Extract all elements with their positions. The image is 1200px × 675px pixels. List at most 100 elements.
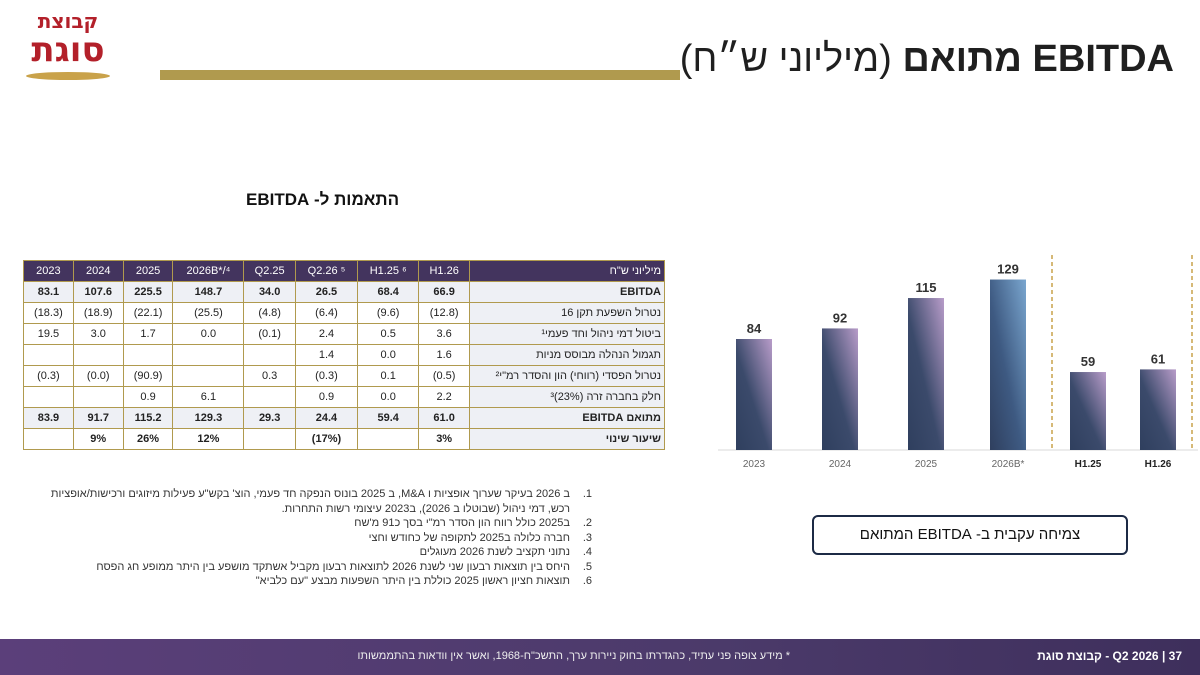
title-accent-bar: [160, 70, 680, 80]
row-label-header: מיליוני ש"ח: [469, 260, 665, 282]
table-cell: [243, 344, 296, 366]
table-cell: [172, 344, 245, 366]
table-cell: (12.8): [418, 302, 470, 324]
table-cell: 0.5: [357, 323, 420, 345]
table-cell: 6.1: [172, 386, 245, 408]
table-cell: (0.3): [23, 365, 74, 387]
table-cell: [172, 365, 245, 387]
footnote-text: נתוני תקציב לשנת 2026 מעוגלים: [419, 546, 570, 558]
table-cell: 34.0: [243, 281, 296, 303]
footnote: 5. היחס בין תוצאות רבעון שני לשנת 2026 לת…: [32, 560, 592, 575]
col-header: H1.25 ⁶: [357, 260, 420, 282]
title-main: EBITDA מתואם: [902, 38, 1174, 80]
col-header: 2026B*/⁴: [172, 260, 245, 282]
table-cell: (25.5): [172, 302, 245, 324]
table-row: 0.9 6.1 0.9 0.0 2.2 חלק בחברה זרה (23%)³: [23, 386, 665, 408]
footnote-text: תוצאות חציון ראשון 2025 כוללת בין היתר ה…: [255, 575, 570, 587]
table-cell: 129.3: [172, 407, 245, 429]
table-cell: [243, 428, 296, 450]
table-cell: (6.4): [294, 302, 359, 324]
bar-2024: [822, 328, 858, 450]
data-label: 59: [1081, 354, 1095, 369]
table-cell: 148.7: [172, 281, 245, 303]
table-cell: 83.9: [23, 407, 74, 429]
table-cell: (17%): [294, 428, 359, 450]
table-cell: (22.1): [122, 302, 174, 324]
footnote: 4. נתוני תקציב לשנת 2026 מעוגלים: [32, 545, 592, 560]
page-title: EBITDA מתואם (מיליוני ש״ח): [680, 38, 1174, 81]
data-label: 115: [916, 280, 937, 295]
bar-h126: [1140, 369, 1176, 450]
row-label: שיעור שינוי: [469, 428, 665, 450]
table-cell: 0.0: [357, 344, 420, 366]
table-cell: 3.6: [418, 323, 470, 345]
growth-callout: צמיחה עקבית ב- EBITDA המתואם: [812, 515, 1128, 555]
footnote-text: חברה כלולה ב2025 לתקופה של כחודש וחצי: [368, 531, 570, 544]
x-tick-label: 2023: [743, 459, 766, 470]
company-logo: קבוצת סוגת: [14, 10, 122, 84]
footnote-number: 4.: [582, 546, 592, 558]
table-cell: 0.0: [357, 386, 420, 408]
table-cell: 225.5: [122, 281, 174, 303]
table-cell: [23, 428, 74, 450]
table-cell: (0.1): [243, 323, 296, 345]
table-cell: (9.6): [357, 302, 420, 324]
table-cell: [357, 428, 420, 450]
col-header: Q2.25: [243, 260, 296, 282]
table-cell: 1.4: [294, 344, 359, 366]
ebitda-reconciliation-table: 2023 2024 2025 2026B*/⁴ Q2.25 Q2.26 ⁵ H1…: [23, 260, 665, 450]
row-label: EBITDA: [469, 281, 665, 303]
footnote-number: 1.: [582, 488, 592, 500]
table-cell: 26%: [122, 428, 174, 450]
footnote: 6. תוצאות חציון ראשון 2025 כוללת בין היתר…: [32, 574, 592, 589]
table-row: (18.3) (18.9) (22.1) (25.5) (4.8) (6.4) …: [23, 302, 665, 324]
footnote-text: ב2025 כולל רווח הון הסדר רמ"י בסך כ91 מ'…: [354, 517, 570, 529]
table-cell: 0.0: [172, 323, 245, 345]
table-cell: (4.8): [243, 302, 296, 324]
table-cell: (90.9): [122, 365, 174, 387]
bar-h125: [1070, 372, 1106, 450]
table-cell: 1.6: [418, 344, 470, 366]
col-header: Q2.26 ⁵: [294, 260, 359, 282]
footnote: 3. חברה כלולה ב2025 לתקופה של כחודש וחצי: [32, 531, 592, 546]
footer-company: Q2 2026 - קבוצת סוגת: [1037, 649, 1159, 663]
table-cell: 19.5: [23, 323, 74, 345]
table-cell: 59.4: [357, 407, 420, 429]
table-cell: [23, 386, 74, 408]
bar-2026b: [990, 279, 1026, 450]
table-cell: 0.9: [294, 386, 359, 408]
row-label: תגמול הנהלה מבוסס מניות: [469, 344, 665, 366]
table-cell: 83.1: [23, 281, 74, 303]
col-header: H1.26: [418, 260, 470, 282]
table-cell: 68.4: [357, 281, 420, 303]
table-cell: [23, 344, 74, 366]
footnote-text: ב 2026 בעיקר שערוך אופציות ו M&A, ב 2025…: [50, 488, 570, 515]
data-label: 129: [997, 262, 1019, 277]
data-label: 92: [833, 310, 847, 325]
table-row: 9% 26% 12% (17%) 3% שיעור שינוי: [23, 428, 665, 450]
x-tick-label: 2024: [829, 459, 852, 470]
col-header: 2023: [23, 260, 74, 282]
table-row: (0.3) (0.0) (90.9) 0.3 (0.3) 0.1 (0.5) נ…: [23, 365, 665, 387]
row-label: ביטול דמי ניהול וחד פעמי¹: [469, 323, 665, 345]
table-cell: (0.0): [72, 365, 124, 387]
footer-separator: |: [1161, 649, 1166, 663]
adjusted-ebitda-bar-chart: 84 2023 92 2024 115 2025 129 2026B* 59 H1.25 61 H1.…: [718, 255, 1198, 470]
table-cell: 24.4: [294, 407, 359, 429]
footnote: 1. ב 2026 בעיקר שערוך אופציות ו M&A, ב 20…: [32, 487, 592, 516]
footnote-number: 6.: [582, 575, 592, 587]
col-header: 2024: [72, 260, 124, 282]
table-cell: [72, 386, 124, 408]
logo-line2: סוגת: [31, 30, 105, 70]
x-tick-label: 2025: [915, 459, 938, 470]
table-cell: 66.9: [418, 281, 470, 303]
table-cell: 29.3: [243, 407, 296, 429]
table-row-total: 83.9 91.7 115.2 129.3 29.3 24.4 59.4 61.…: [23, 407, 665, 429]
footnotes-list: 1. ב 2026 בעיקר שערוך אופציות ו M&A, ב 20…: [32, 487, 592, 589]
table-cell: 3%: [418, 428, 470, 450]
page-number: 37: [1168, 649, 1182, 663]
table-row: 1.4 0.0 1.6 תגמול הנהלה מבוסס מניות: [23, 344, 665, 366]
data-label: 61: [1151, 351, 1165, 366]
footnote-number: 5.: [582, 560, 592, 573]
table-cell: 91.7: [72, 407, 124, 429]
